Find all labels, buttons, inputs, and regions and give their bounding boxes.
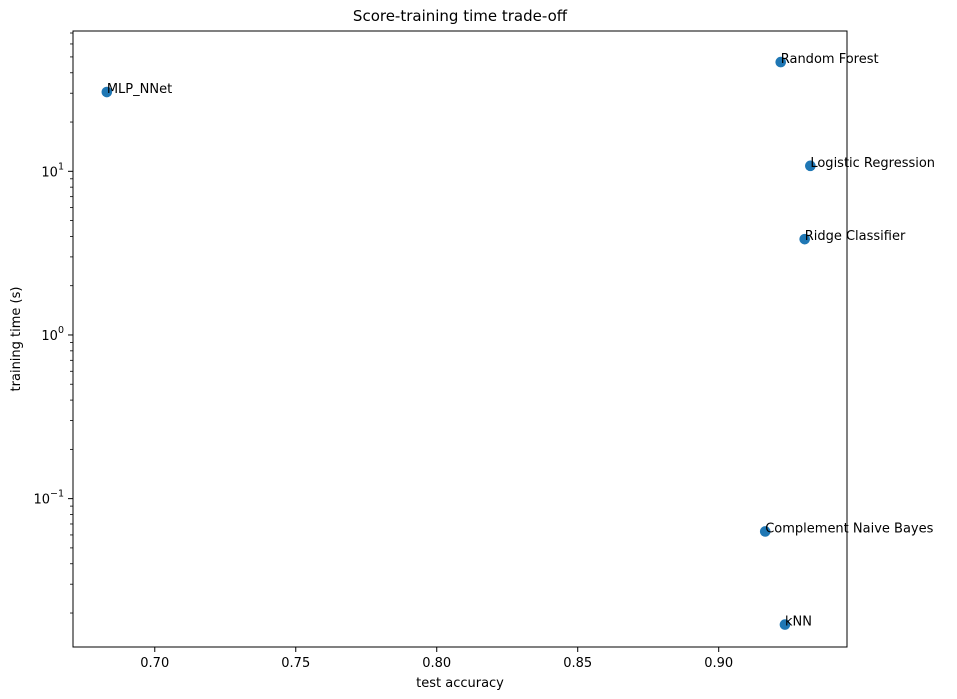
data-point [759, 526, 771, 537]
y-axis-label: training time (s) [9, 287, 24, 392]
point-label: MLP_NNet [107, 82, 172, 97]
point-label: kNN [785, 615, 812, 630]
point-label: Random Forest [781, 52, 879, 67]
data-points: MLP_NNet Random Forest Logistic Regression… [101, 52, 935, 630]
data-point [805, 160, 816, 172]
point-label: Complement Naive Bayes [765, 521, 933, 536]
point-label: Logistic Regression [810, 156, 935, 171]
data-point [101, 86, 113, 98]
x-tick-label: 0.70 [140, 656, 169, 671]
y-tick-label: 100 [41, 325, 64, 344]
x-tick-label: 0.80 [422, 656, 451, 671]
x-tick-label: 0.75 [281, 656, 310, 671]
chart-title: Score-training time trade-off [353, 7, 568, 25]
point-label: Ridge Classifier [805, 229, 906, 244]
y-tick-label: 101 [41, 161, 64, 180]
data-point [799, 233, 811, 245]
y-tick-label: 10−1 [33, 489, 64, 508]
y-axis: 10−1 100 101 [33, 32, 73, 614]
data-point [775, 56, 787, 68]
x-axis: 0.70 0.75 0.80 0.85 0.90 [140, 647, 733, 671]
x-axis-label: test accuracy [416, 676, 504, 691]
x-tick-label: 0.85 [563, 656, 592, 671]
data-point [779, 619, 791, 630]
x-tick-label: 0.90 [704, 656, 733, 671]
plot-frame [72, 30, 848, 648]
